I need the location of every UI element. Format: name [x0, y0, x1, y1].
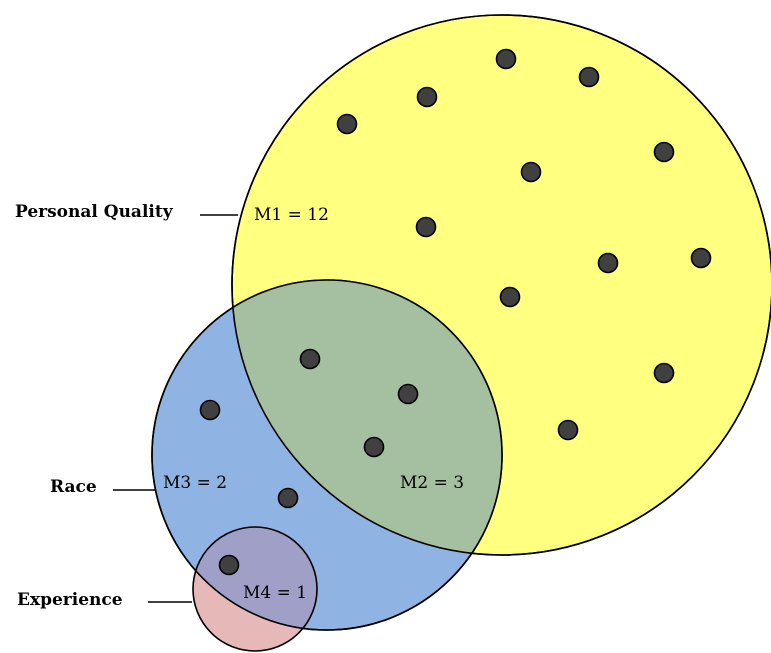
data-point-m2-2 [397, 383, 419, 405]
data-point-m4-1 [218, 554, 240, 576]
race-label: Race [50, 477, 97, 497]
region-label-m1: M1 = 12 [254, 205, 329, 225]
circle-outlines [151, 14, 771, 652]
data-point-m1-3 [416, 86, 438, 108]
personal-quality-label: Personal Quality [15, 202, 174, 222]
data-point-m1-2 [578, 66, 600, 88]
data-point-m1-8 [597, 252, 619, 274]
data-point-m1-9 [690, 247, 712, 269]
data-point-m1-7 [415, 216, 437, 238]
data-point-m3-1 [199, 399, 221, 421]
data-point-m1-6 [520, 161, 542, 183]
data-point-m1-5 [653, 141, 675, 163]
data-point-m3-2 [277, 487, 299, 509]
data-point-m1-12 [557, 419, 579, 441]
data-point-m1-10 [499, 286, 521, 308]
data-point-m1-11 [653, 362, 675, 384]
region-label-m4: M4 = 1 [243, 583, 307, 603]
data-point-m1-4 [336, 113, 358, 135]
experience-label: Experience [17, 590, 123, 610]
data-point-m1-1 [495, 48, 517, 70]
region-label-m3: M3 = 2 [163, 473, 227, 493]
data-point-m2-3 [363, 436, 385, 458]
data-points [199, 48, 712, 576]
data-point-m2-1 [299, 348, 321, 370]
region-label-m2: M2 = 3 [400, 473, 464, 493]
